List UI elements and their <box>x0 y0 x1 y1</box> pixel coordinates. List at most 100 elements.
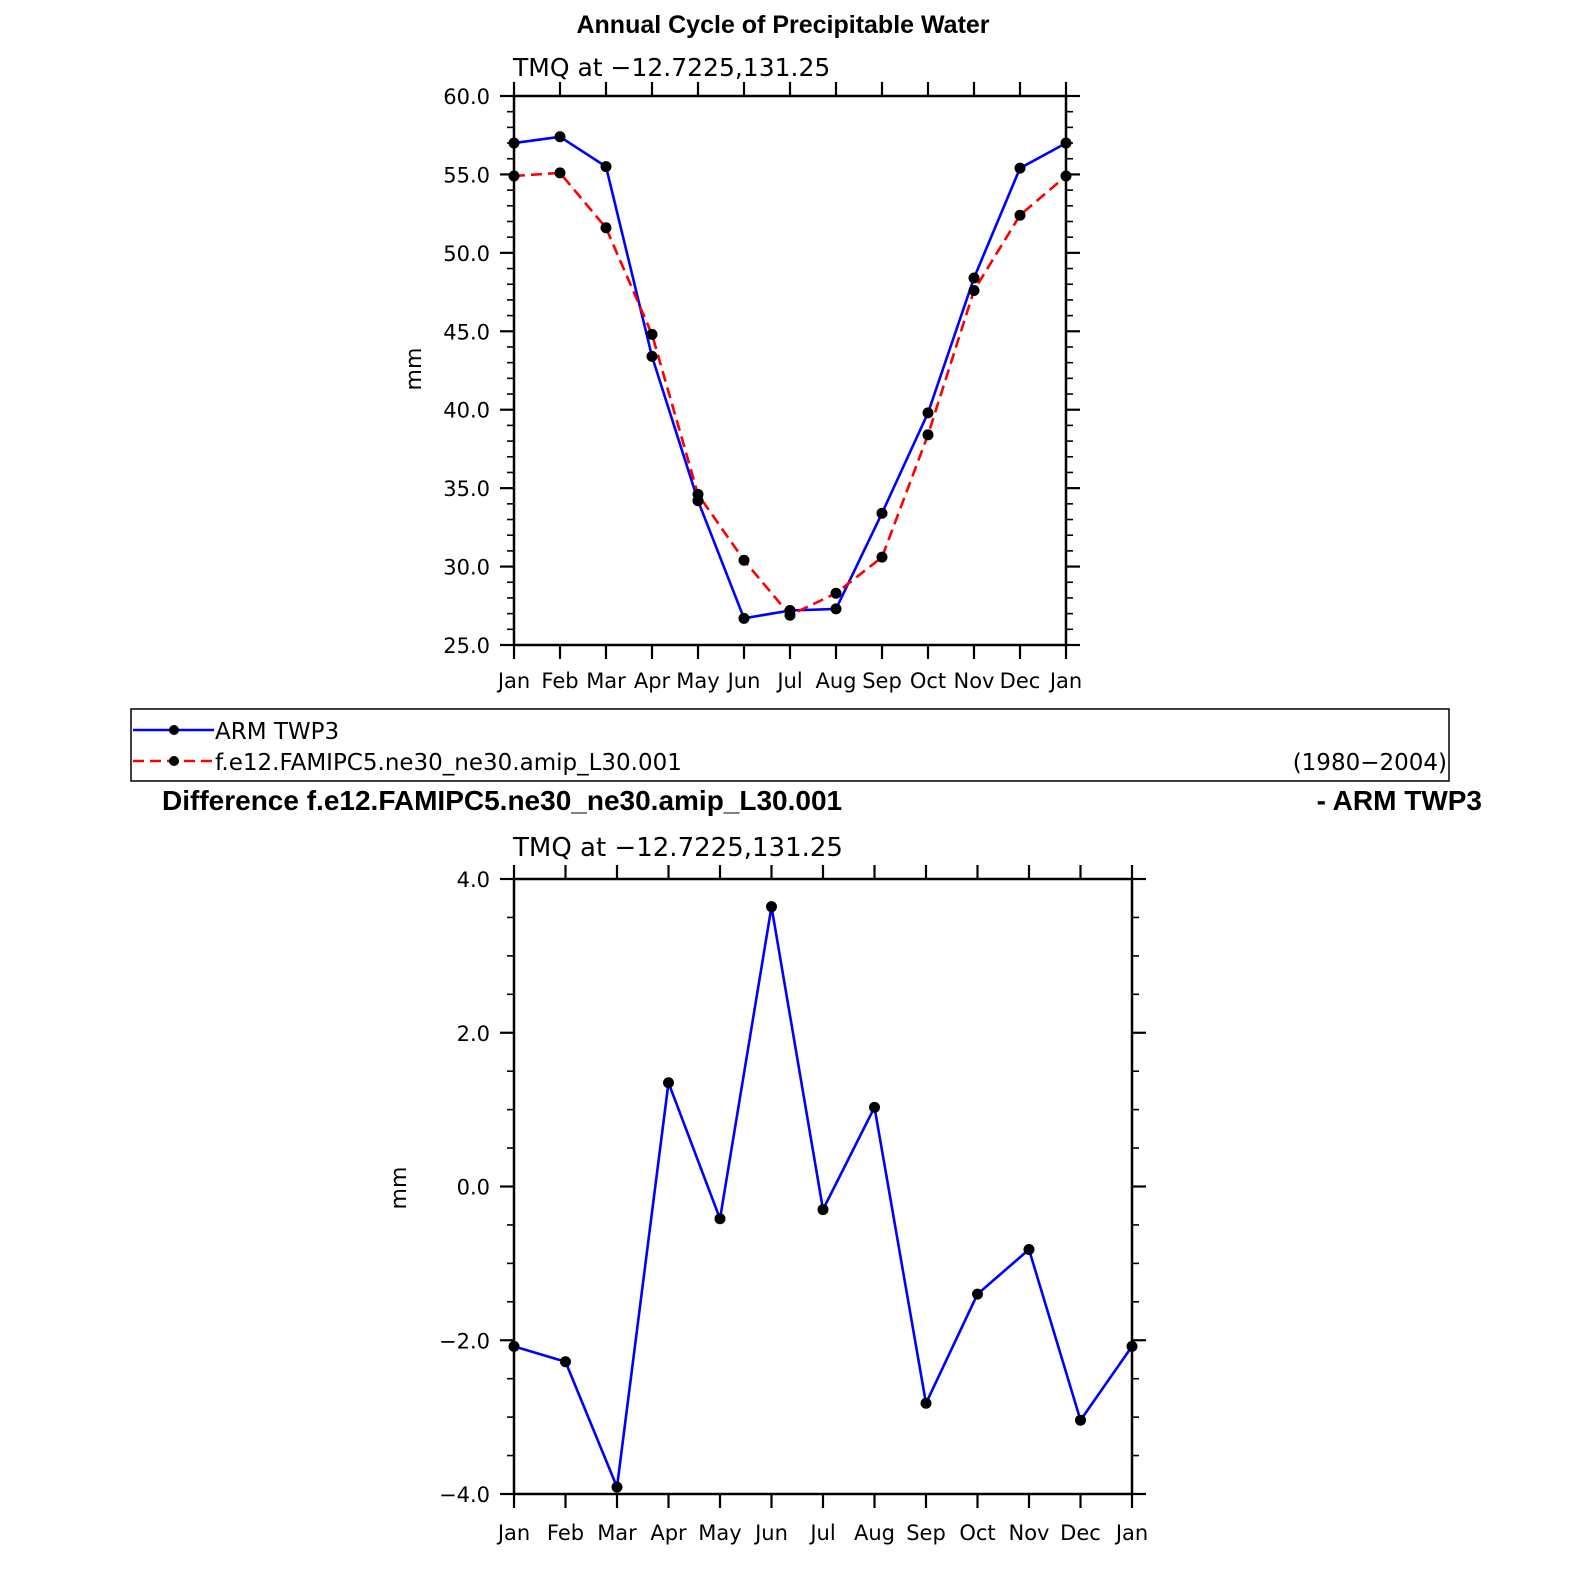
y-tick-label: 4.0 <box>457 868 490 892</box>
data-point <box>920 1397 932 1409</box>
y-tick-label: 40.0 <box>443 399 490 423</box>
x-tick-label: Jun <box>753 1521 788 1545</box>
y-axis-label: mm <box>387 1167 412 1210</box>
y-tick-label: 2.0 <box>457 1022 490 1046</box>
y-tick-label: 35.0 <box>443 477 490 501</box>
y-tick-label: 60.0 <box>443 85 490 109</box>
x-tick-label: Apr <box>650 1521 687 1545</box>
data-points <box>508 901 1138 1493</box>
data-point <box>968 285 980 297</box>
x-tick-label: Nov <box>1009 1521 1050 1545</box>
y-tick-label: 0.0 <box>457 1176 490 1200</box>
x-tick-label: May <box>698 1521 741 1545</box>
legend: ARM TWP3 f.e12.FAMIPC5.ne30_ne30.amip_L3… <box>130 708 1450 782</box>
data-point <box>554 131 566 143</box>
data-point <box>830 603 842 615</box>
x-tick-label: Feb <box>547 1521 584 1545</box>
legend-period: (1980−2004) <box>1293 750 1447 776</box>
tick-labels: Jan Feb Mar Apr May Jun Jul Aug Sep Oct Nov Dec Jan2… <box>443 85 1082 693</box>
tick-labels: Jan Feb Mar Apr May Jun Jul Aug Sep Oct Nov Dec Jan−… <box>439 868 1148 1545</box>
data-point <box>817 1204 829 1216</box>
x-tick-label: Sep <box>862 669 902 693</box>
legend-label-arm: ARM TWP3 <box>215 719 339 745</box>
series-line-1 <box>513 171 1067 617</box>
chart-subtitle: TMQ at −12.7225,131.25 <box>512 53 830 82</box>
data-point <box>876 551 888 563</box>
legend-label-model: f.e12.FAMIPC5.ne30_ne30.amip_L30.001 <box>215 750 682 776</box>
data-point <box>508 137 520 149</box>
y-tick-label: 50.0 <box>443 242 490 266</box>
data-point <box>972 1288 983 1300</box>
data-point <box>611 1481 623 1493</box>
data-point <box>968 272 980 284</box>
plot-frame <box>512 94 1068 647</box>
y-tick-label: −2.0 <box>439 1329 490 1353</box>
data-point <box>508 170 520 182</box>
x-tick-label: Jul <box>775 669 802 693</box>
x-tick-label: Dec <box>1060 1521 1101 1545</box>
data-point <box>663 1077 674 1089</box>
data-point <box>692 488 704 500</box>
data-point <box>876 507 888 519</box>
x-tick-label: Jun <box>726 669 761 693</box>
series-line-0 <box>513 905 1134 1489</box>
axis-ticks <box>500 865 1146 1508</box>
legend-box <box>130 708 1450 782</box>
data-point <box>600 222 612 234</box>
data-point <box>1075 1414 1086 1426</box>
data-point <box>560 1356 571 1368</box>
x-tick-label: Aug <box>815 669 856 693</box>
x-tick-label: Mar <box>597 1521 637 1545</box>
x-tick-label: Oct <box>959 1521 995 1545</box>
data-point <box>830 587 842 599</box>
legend-marker-model <box>169 756 179 766</box>
y-axis-label: mm <box>402 348 427 391</box>
x-tick-label: Aug <box>854 1521 895 1545</box>
data-point <box>766 901 777 913</box>
series-line-0 <box>513 135 1067 620</box>
x-tick-label: Jan <box>496 1521 530 1545</box>
data-point <box>784 609 796 621</box>
data-point <box>600 161 612 173</box>
difference-chart: Difference f.e12.FAMIPC5.ne30_ne30.amip_… <box>162 785 1482 1545</box>
x-tick-label: Jan <box>496 669 530 693</box>
x-tick-label: Mar <box>586 669 626 693</box>
legend-marker-arm <box>169 725 179 735</box>
x-tick-label: Dec <box>1000 669 1041 693</box>
x-tick-label: May <box>676 669 719 693</box>
data-point <box>646 350 658 362</box>
y-tick-label: 55.0 <box>443 163 490 187</box>
data-point <box>554 167 566 179</box>
chart-title-right: - ARM TWP3 <box>1317 785 1482 816</box>
chart-subtitle: TMQ at −12.7225,131.25 <box>512 833 843 863</box>
y-tick-label: 25.0 <box>443 634 490 658</box>
data-point <box>922 407 934 419</box>
data-point <box>1014 209 1026 221</box>
x-tick-label: Nov <box>954 669 995 693</box>
data-point <box>1060 170 1072 182</box>
x-tick-label: Sep <box>906 1521 946 1545</box>
x-tick-label: Jan <box>1048 669 1082 693</box>
data-point <box>1126 1340 1138 1352</box>
x-tick-label: Feb <box>541 669 578 693</box>
chart-title: Annual Cycle of Precipitable Water <box>576 11 989 39</box>
data-point <box>1060 137 1072 149</box>
data-point <box>738 554 750 566</box>
chart-title: Difference f.e12.FAMIPC5.ne30_ne30.amip_… <box>162 785 842 816</box>
x-tick-label: Apr <box>634 669 671 693</box>
data-point <box>508 1340 520 1352</box>
x-tick-label: Jan <box>1114 1521 1148 1545</box>
data-point <box>1014 162 1026 174</box>
data-point <box>922 429 934 441</box>
series-lines <box>513 905 1134 1489</box>
data-point <box>646 328 658 340</box>
data-point <box>714 1213 726 1225</box>
y-tick-label: 30.0 <box>443 556 490 580</box>
axis-ticks <box>500 82 1080 659</box>
data-point <box>738 612 750 624</box>
series-lines <box>513 135 1067 620</box>
x-tick-label: Jul <box>808 1521 835 1545</box>
y-tick-label: −4.0 <box>439 1483 490 1507</box>
y-tick-label: 45.0 <box>443 320 490 344</box>
